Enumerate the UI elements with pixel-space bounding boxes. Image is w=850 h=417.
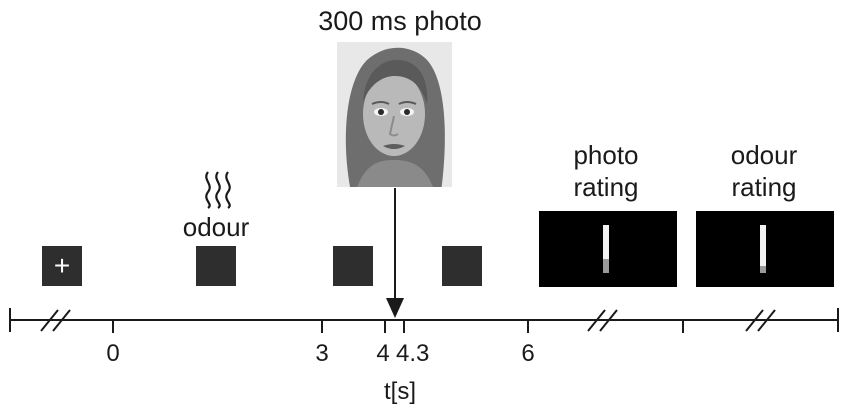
odour-square [196, 246, 236, 286]
photo-rating-scale-fill [603, 259, 609, 273]
photo-rating-label-line1: photo [573, 140, 639, 170]
post-photo-square [442, 246, 482, 286]
tick-label-6: 6 [521, 340, 535, 367]
pre-photo-square [333, 246, 373, 286]
photo-rating-label-line2: rating [573, 172, 639, 202]
photo-arrow-head [386, 298, 404, 318]
axis-break-2 [587, 309, 618, 332]
axis-break-3 [745, 309, 776, 332]
odour-rating-label-line1: odour [730, 140, 798, 170]
tick-label-0: 0 [106, 340, 120, 367]
odour-rating-label-line2: rating [731, 172, 797, 202]
odour-wave-icon [205, 171, 231, 209]
tick-label-4-3: 4.3 [396, 340, 430, 367]
photo-duration-label: 300 ms photo [318, 6, 482, 36]
fixation-square: + [42, 246, 82, 286]
axis-label: t[s] [383, 378, 416, 405]
face-photo [337, 42, 452, 187]
odour-rating-scale-fill [760, 266, 766, 273]
tick-label-4: 4 [376, 340, 390, 367]
tick-label-3: 3 [315, 340, 329, 367]
photo-rating-screen [539, 211, 677, 287]
photo-rating-scale [603, 225, 609, 273]
axis-break-1 [40, 309, 71, 332]
odour-rating-scale [760, 225, 766, 273]
odour-rating-screen [696, 211, 834, 287]
fixation-cross: + [53, 250, 71, 281]
odour-label: odour [182, 212, 250, 242]
